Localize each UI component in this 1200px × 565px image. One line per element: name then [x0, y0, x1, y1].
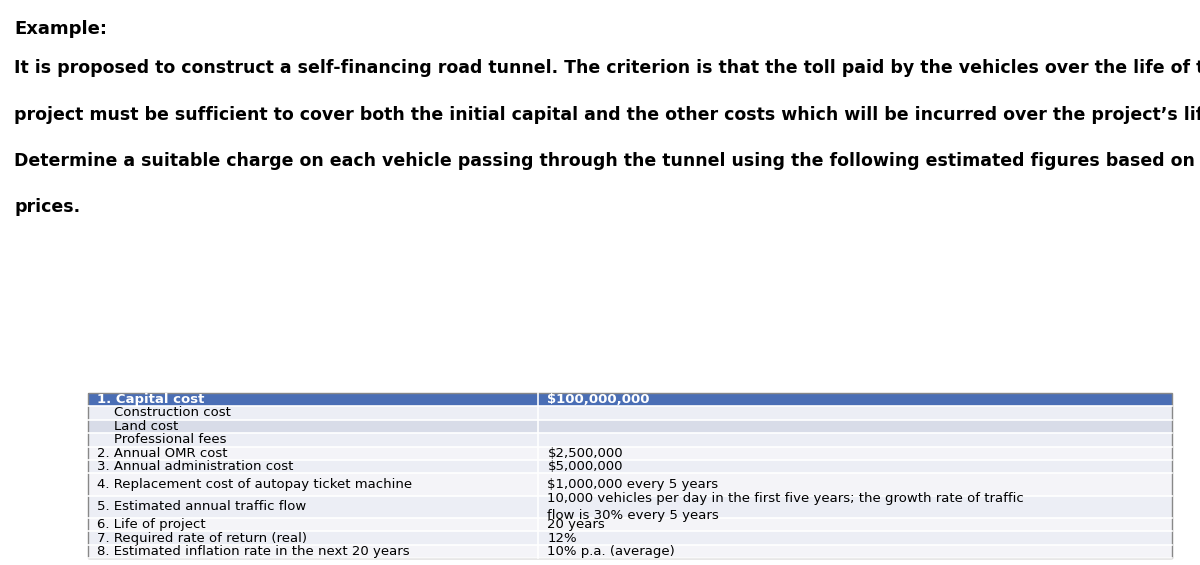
Bar: [88, 531, 1172, 545]
Text: Determine a suitable charge on each vehicle passing through the tunnel using the: Determine a suitable charge on each vehi…: [14, 152, 1200, 170]
Text: 12%: 12%: [547, 532, 577, 545]
Text: 10,000 vehicles per day in the first five years; the growth rate of traffic
flow: 10,000 vehicles per day in the first fiv…: [547, 492, 1024, 521]
Bar: [88, 446, 1172, 460]
Text: 10% p.a. (average): 10% p.a. (average): [547, 545, 676, 558]
Bar: [88, 460, 1172, 473]
Text: Professional fees: Professional fees: [114, 433, 227, 446]
Text: $5,000,000: $5,000,000: [547, 460, 623, 473]
Text: It is proposed to construct a self-financing road tunnel. The criterion is that : It is proposed to construct a self-finan…: [14, 59, 1200, 77]
Text: Example:: Example:: [14, 20, 108, 38]
Text: $1,000,000 every 5 years: $1,000,000 every 5 years: [547, 478, 719, 491]
Text: $100,000,000: $100,000,000: [547, 393, 650, 406]
Bar: [88, 420, 1172, 433]
Text: 8. Estimated inflation rate in the next 20 years: 8. Estimated inflation rate in the next …: [97, 545, 410, 558]
Text: prices.: prices.: [14, 198, 80, 216]
Text: 2. Annual OMR cost: 2. Annual OMR cost: [97, 447, 228, 460]
Text: 7. Required rate of return (real): 7. Required rate of return (real): [97, 532, 307, 545]
Text: project must be sufficient to cover both the initial capital and the other costs: project must be sufficient to cover both…: [14, 106, 1200, 124]
Text: $2,500,000: $2,500,000: [547, 447, 623, 460]
Text: 6. Life of project: 6. Life of project: [97, 518, 206, 531]
Text: 5. Estimated annual traffic flow: 5. Estimated annual traffic flow: [97, 500, 306, 513]
Text: Land cost: Land cost: [114, 420, 179, 433]
Text: 4. Replacement cost of autopay ticket machine: 4. Replacement cost of autopay ticket ma…: [97, 478, 413, 491]
Bar: [88, 406, 1172, 420]
Bar: [88, 496, 1172, 518]
Bar: [88, 433, 1172, 446]
Bar: [88, 518, 1172, 531]
Bar: [88, 545, 1172, 558]
Bar: [88, 393, 1172, 558]
Bar: [88, 393, 1172, 406]
Text: 1. Capital cost: 1. Capital cost: [97, 393, 204, 406]
Text: 3. Annual administration cost: 3. Annual administration cost: [97, 460, 294, 473]
Text: 20 years: 20 years: [547, 518, 605, 531]
Bar: [88, 473, 1172, 496]
Text: Construction cost: Construction cost: [114, 406, 230, 419]
